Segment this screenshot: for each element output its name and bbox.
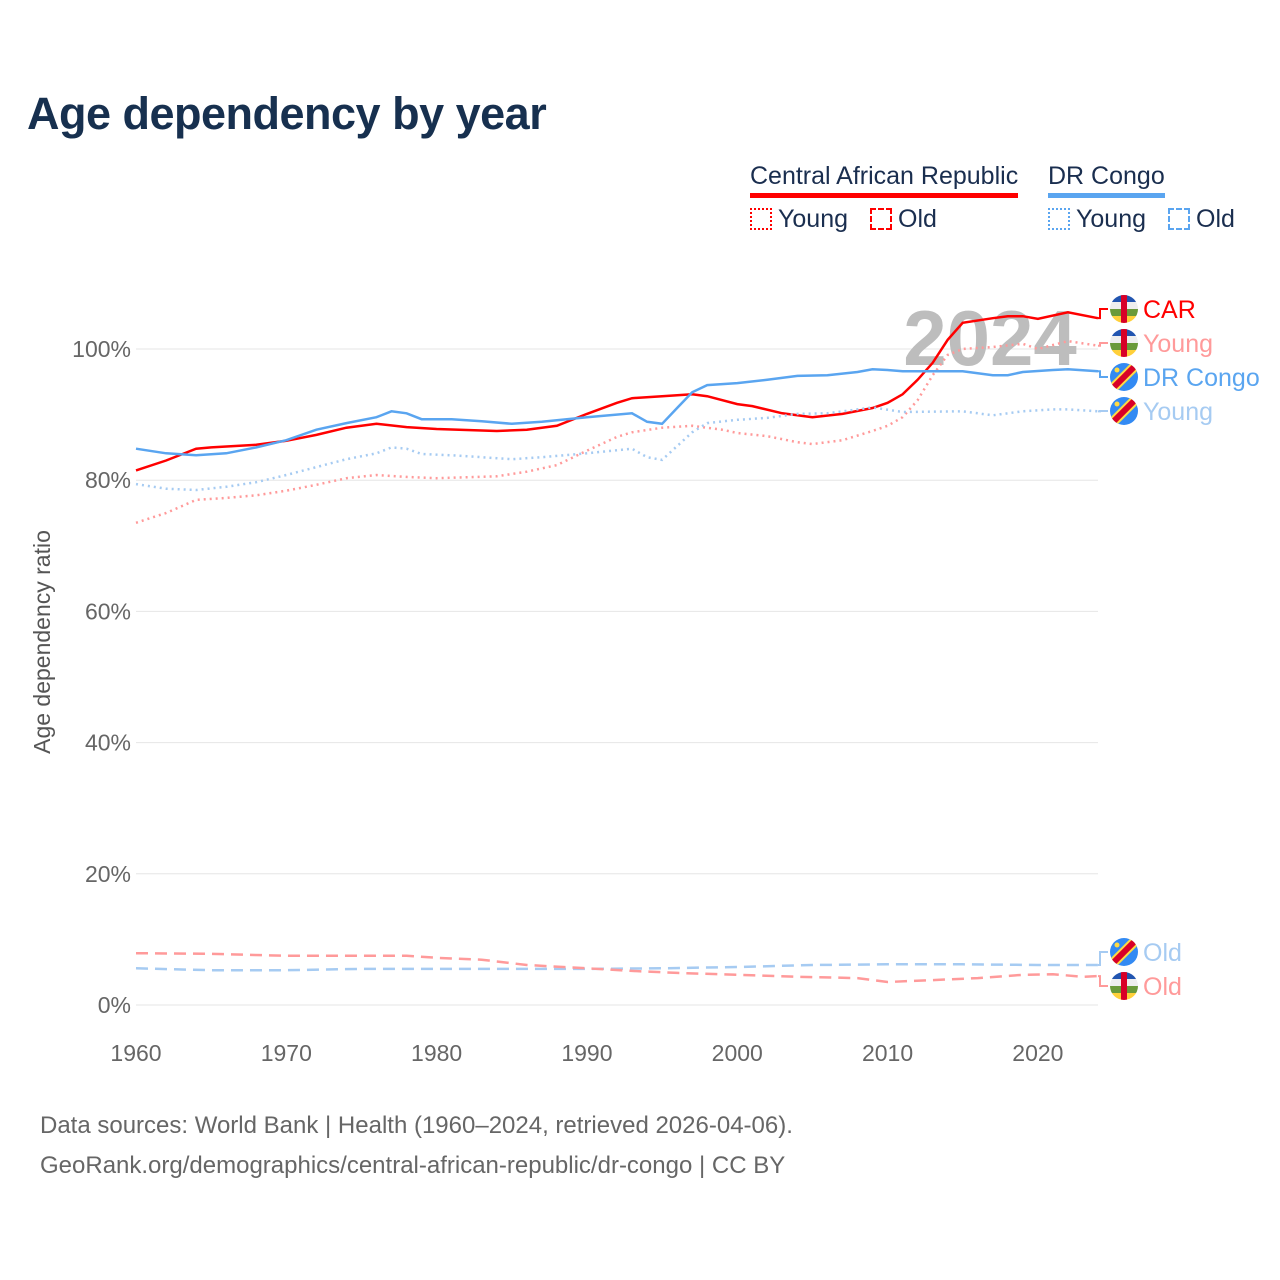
- footer: Data sources: World Bank | Health (1960–…: [40, 1106, 793, 1186]
- drc-flag-icon: [1108, 361, 1140, 393]
- data-source: Data sources: World Bank | Health (1960–…: [40, 1112, 793, 1139]
- y-tick-label: 40%: [85, 730, 131, 756]
- series-line-total: [135, 368, 1099, 457]
- x-tick-label: 2000: [712, 1040, 763, 1066]
- car-flag-icon: [1110, 972, 1138, 1000]
- legend-drc-old[interactable]: Old: [1168, 205, 1235, 234]
- dashed-swatch-icon: [870, 208, 892, 230]
- series-end-label: CAR: [1143, 296, 1196, 324]
- y-tick-label: 60%: [85, 598, 131, 624]
- y-tick-label: 80%: [85, 467, 131, 493]
- legend-country-car[interactable]: Central African Republic: [750, 162, 1019, 198]
- drc-flag-icon: [1108, 936, 1140, 968]
- car-flag-icon: [1110, 329, 1138, 357]
- legend-car-old[interactable]: Old: [870, 205, 937, 234]
- legend-car-young[interactable]: Young: [750, 205, 848, 234]
- car-flag-icon: [1110, 295, 1138, 323]
- series-end-label: Young: [1143, 398, 1213, 426]
- series-line-total: [135, 311, 1099, 472]
- drc-flag-icon: [1108, 395, 1140, 427]
- dotted-swatch-icon: [1048, 208, 1070, 230]
- series-end-label: DR Congo: [1143, 364, 1260, 392]
- x-tick-label: 1990: [561, 1040, 612, 1066]
- x-tick-label: 2010: [862, 1040, 913, 1066]
- series-line-old: [135, 951, 1099, 984]
- legend-label: Old: [898, 205, 937, 233]
- y-axis-label: Age dependency ratio: [29, 530, 55, 754]
- label-connector: [1098, 975, 1108, 987]
- series-line-young: [135, 406, 1099, 492]
- dashed-swatch-icon: [1168, 208, 1190, 230]
- label-connector: [1098, 370, 1108, 378]
- series-end-label: Old: [1143, 973, 1182, 1001]
- x-tick-label: 1970: [261, 1040, 312, 1066]
- series-end-label: Old: [1143, 939, 1182, 967]
- series-end-label: Young: [1143, 330, 1213, 358]
- source-link[interactable]: GeoRank.org/demographics/central-african…: [40, 1152, 786, 1179]
- series-line-old: [135, 963, 1098, 972]
- x-tick-label: 2020: [1012, 1040, 1063, 1066]
- year-watermark: 2024: [903, 294, 1077, 382]
- dotted-swatch-icon: [750, 208, 772, 230]
- x-tick-label: 1960: [110, 1040, 161, 1066]
- y-tick-label: 0%: [98, 992, 131, 1018]
- legend-label: Old: [1196, 205, 1235, 233]
- legend-label: Young: [1076, 205, 1146, 233]
- legend-country-drc[interactable]: DR Congo: [1048, 162, 1165, 198]
- legend-label: Young: [778, 205, 848, 233]
- label-connector: [1098, 342, 1108, 347]
- x-tick-label: 1980: [411, 1040, 462, 1066]
- label-connector: [1098, 308, 1108, 320]
- legend-drc-young[interactable]: Young: [1048, 205, 1146, 234]
- series-line-young: [135, 339, 1099, 524]
- y-tick-label: 100%: [72, 336, 131, 362]
- chart-title: Age dependency by year: [27, 88, 547, 139]
- label-connector: [1098, 951, 1108, 966]
- y-tick-label: 20%: [85, 861, 131, 887]
